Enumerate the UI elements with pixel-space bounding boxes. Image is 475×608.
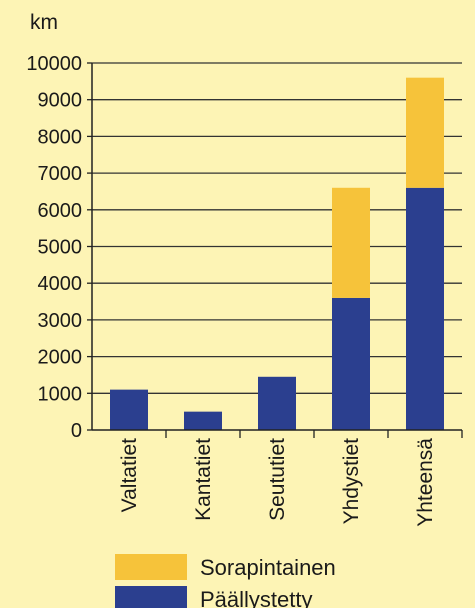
y-tick-label: 1000 xyxy=(38,383,83,405)
y-tick-label: 2000 xyxy=(38,347,83,369)
bar-segment xyxy=(406,187,444,430)
bar-segment xyxy=(184,411,222,430)
y-tick-label: 4000 xyxy=(38,273,83,295)
y-tick-label: 3000 xyxy=(38,310,83,332)
legend-label: Päällystetty xyxy=(200,587,313,608)
y-tick-label: 0 xyxy=(71,420,82,442)
y-axis-unit-label: km xyxy=(30,11,58,34)
x-category-label: Seututiet xyxy=(266,438,289,521)
x-category-label: Yhdystiet xyxy=(340,438,363,525)
y-tick-label: 9000 xyxy=(38,90,83,112)
legend-swatch xyxy=(115,586,187,608)
y-tick-label: 7000 xyxy=(38,163,83,185)
y-tick-label: 10000 xyxy=(26,53,82,75)
legend-swatch xyxy=(115,554,187,580)
y-tick-label: 8000 xyxy=(38,126,83,148)
gridlines xyxy=(92,62,462,394)
bar-segment xyxy=(332,297,370,430)
y-axis-ticks: 0 1000 2000 3000 4000 5000 6000 7000 8000 9000 100… xyxy=(26,53,92,442)
axes xyxy=(91,63,463,438)
x-axis-labels: Valtatiet Kantatiet Seututiet Yhdystiet Yhte… xyxy=(118,438,437,527)
x-category-label: Yhteensä xyxy=(414,438,437,527)
y-tick-label: 6000 xyxy=(38,200,83,222)
legend: Sorapintainen Päällystetty xyxy=(115,554,336,608)
bars xyxy=(110,77,444,430)
x-category-label: Valtatiet xyxy=(118,438,141,512)
bar-segment xyxy=(406,77,444,188)
bar-segment xyxy=(332,187,370,298)
bar-segment xyxy=(110,389,148,430)
y-tick-label: 5000 xyxy=(38,237,83,259)
legend-label: Sorapintainen xyxy=(200,555,336,580)
bar-segment xyxy=(258,376,296,430)
x-category-label: Kantatiet xyxy=(192,438,215,521)
